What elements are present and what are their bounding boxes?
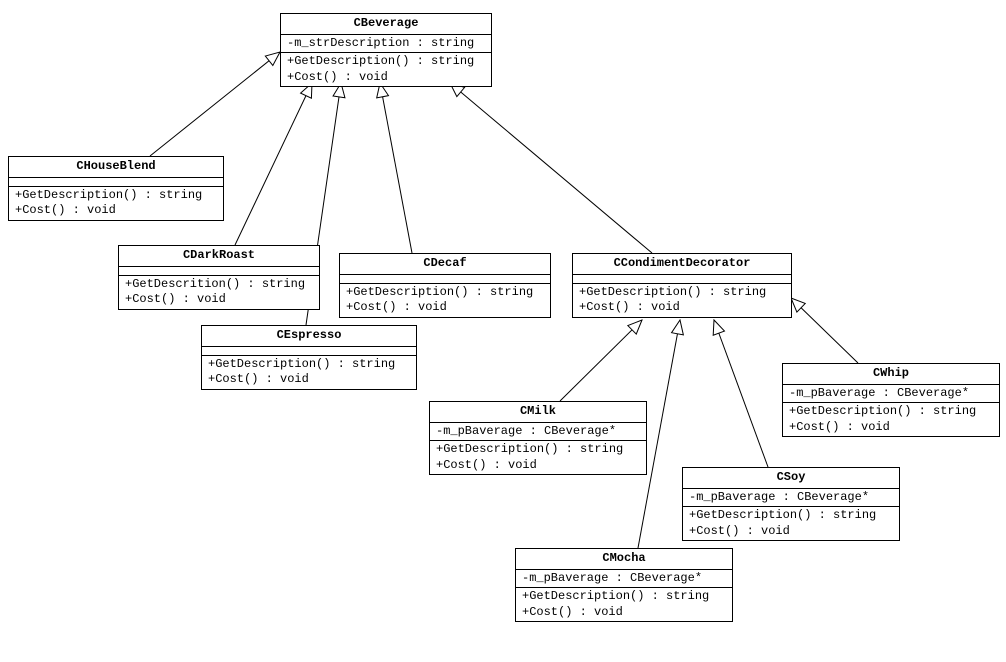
inheritance-edge — [791, 298, 858, 363]
class-ops: +GetDescrition() : string +Cost() : void — [119, 276, 319, 309]
class-ccondimentdecorator: CCondimentDecorator +GetDescription() : … — [572, 253, 792, 318]
inheritance-edge — [450, 83, 652, 253]
op: +Cost() : void — [287, 70, 485, 86]
op: +Cost() : void — [436, 458, 640, 474]
class-title: CWhip — [783, 364, 999, 385]
class-attrs: -m_pBaverage : CBeverage* — [783, 385, 999, 404]
inheritance-edge — [380, 83, 412, 253]
class-title: CMocha — [516, 549, 732, 570]
class-cwhip: CWhip -m_pBaverage : CBeverage* +GetDesc… — [782, 363, 1000, 437]
class-ops: +GetDescription() : string +Cost() : voi… — [573, 284, 791, 317]
class-cmocha: CMocha -m_pBaverage : CBeverage* +GetDes… — [515, 548, 733, 622]
op: +Cost() : void — [125, 292, 313, 308]
class-attrs: -m_pBaverage : CBeverage* — [683, 489, 899, 508]
op: +GetDescription() : string — [789, 404, 993, 420]
class-title: CDarkRoast — [119, 246, 319, 267]
op: +GetDescription() : string — [208, 357, 410, 373]
op: +Cost() : void — [689, 524, 893, 540]
class-attrs: -m_pBaverage : CBeverage* — [430, 423, 646, 442]
class-attrs — [202, 347, 416, 356]
class-ops: +GetDescription() : string +Cost() : voi… — [202, 356, 416, 389]
class-attrs — [119, 267, 319, 276]
class-cdecaf: CDecaf +GetDescription() : string +Cost(… — [339, 253, 551, 318]
op: +Cost() : void — [579, 300, 785, 316]
class-cdarkroast: CDarkRoast +GetDescrition() : string +Co… — [118, 245, 320, 310]
class-cmilk: CMilk -m_pBaverage : CBeverage* +GetDesc… — [429, 401, 647, 475]
class-ops: +GetDescription() : string +Cost() : voi… — [783, 403, 999, 436]
inheritance-edge — [150, 52, 280, 156]
class-title: CSoy — [683, 468, 899, 489]
class-csoy: CSoy -m_pBaverage : CBeverage* +GetDescr… — [682, 467, 900, 541]
op: +GetDescription() : string — [436, 442, 640, 458]
class-attrs: -m_strDescription : string — [281, 35, 491, 54]
class-ops: +GetDescription() : string +Cost() : voi… — [281, 53, 491, 86]
class-ops: +GetDescription() : string +Cost() : voi… — [340, 284, 550, 317]
class-ops: +GetDescription() : string +Cost() : voi… — [516, 588, 732, 621]
class-cespresso: CEspresso +GetDescription() : string +Co… — [201, 325, 417, 390]
class-attrs — [340, 275, 550, 284]
op: +Cost() : void — [522, 605, 726, 621]
class-title: CMilk — [430, 402, 646, 423]
class-ops: +GetDescription() : string +Cost() : voi… — [430, 441, 646, 474]
op: +GetDescription() : string — [522, 589, 726, 605]
class-title: CBeverage — [281, 14, 491, 35]
class-ops: +GetDescription() : string +Cost() : voi… — [9, 187, 223, 220]
op: +GetDescription() : string — [346, 285, 544, 301]
class-title: CDecaf — [340, 254, 550, 275]
op: +Cost() : void — [789, 420, 993, 436]
class-attrs — [9, 178, 223, 187]
inheritance-edge — [560, 320, 642, 401]
class-chouseblend: CHouseBlend +GetDescription() : string +… — [8, 156, 224, 221]
edge-layer — [0, 0, 1006, 662]
class-title: CHouseBlend — [9, 157, 223, 178]
class-attrs — [573, 275, 791, 284]
op: +Cost() : void — [15, 203, 217, 219]
op: +GetDescription() : string — [15, 188, 217, 204]
op: +GetDescription() : string — [689, 508, 893, 524]
inheritance-edge — [714, 320, 768, 467]
op: +GetDescrition() : string — [125, 277, 313, 293]
class-title: CCondimentDecorator — [573, 254, 791, 275]
op: +GetDescription() : string — [579, 285, 785, 301]
class-title: CEspresso — [202, 326, 416, 347]
class-ops: +GetDescription() : string +Cost() : voi… — [683, 507, 899, 540]
op: +Cost() : void — [208, 372, 410, 388]
class-attrs: -m_pBaverage : CBeverage* — [516, 570, 732, 589]
op: +GetDescription() : string — [287, 54, 485, 70]
inheritance-edge — [235, 83, 312, 245]
op: +Cost() : void — [346, 300, 544, 316]
class-cbeverage: CBeverage -m_strDescription : string +Ge… — [280, 13, 492, 87]
